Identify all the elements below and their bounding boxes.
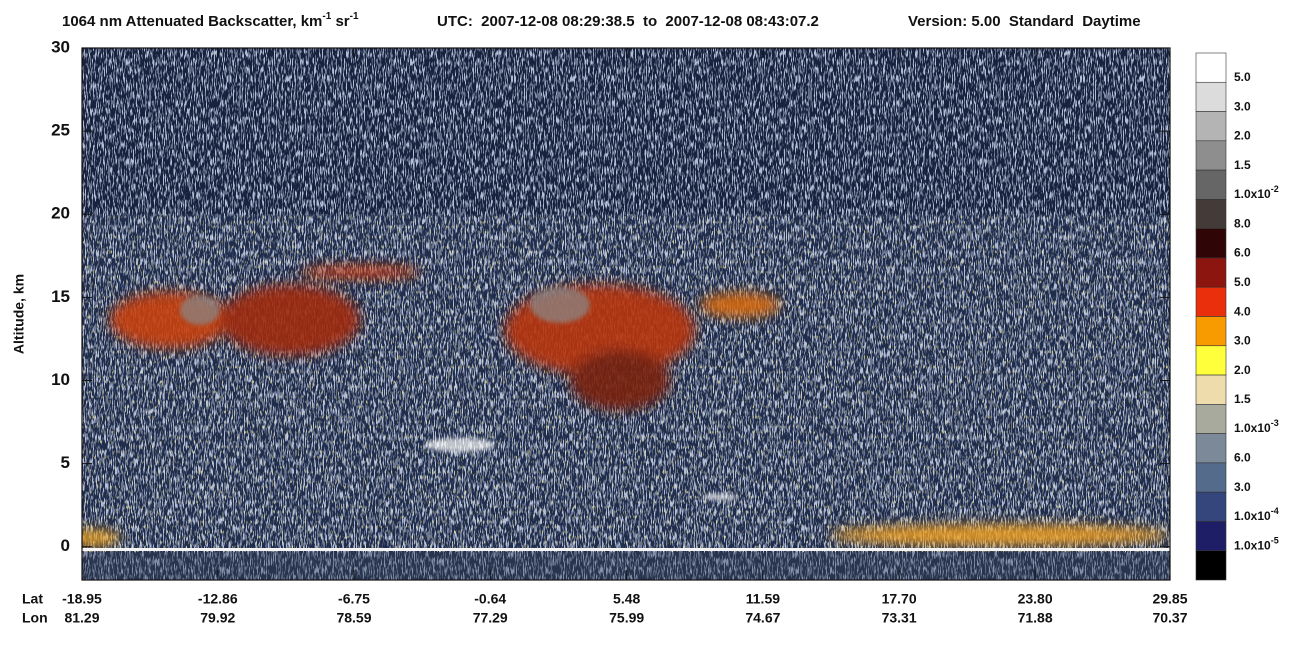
title-segment: -1 [350, 11, 359, 22]
colorbar-swatch [1195, 228, 1227, 259]
x-tick-label: -6.75 [338, 591, 370, 607]
y-axis-label: Altitude, km [11, 274, 27, 354]
x-tick-label: 23.80 [1018, 591, 1053, 607]
title-segment: -1 [322, 11, 331, 22]
plot-frame [81, 47, 1171, 581]
y-tick-label: 10 [51, 370, 70, 389]
colorbar-label-exp: -3 [1271, 419, 1279, 429]
title-segment: 1064 nm Attenuated Backscatter, km [62, 13, 322, 30]
y-tick-label: 25 [51, 121, 70, 140]
colorbar-label: 3.0 [1234, 99, 1251, 113]
colorbar-swatch [1195, 286, 1227, 317]
title-segment: sr [331, 13, 350, 30]
colorbar-label-base: 1.0x10 [1234, 421, 1271, 435]
colorbar-swatch [1195, 491, 1227, 522]
colorbar-swatch [1195, 52, 1227, 83]
x-row-label: Lon [22, 610, 48, 626]
colorbar-swatch [1195, 433, 1227, 464]
colorbar-label: 2.0 [1234, 129, 1251, 143]
colorbar-swatch [1195, 404, 1227, 434]
y-tick-label: 20 [51, 204, 70, 223]
y-tick-label: 15 [51, 287, 70, 306]
time-range: UTC: 2007-12-08 08:29:38.5 to 2007-12-08… [437, 13, 819, 30]
chart-title: 1064 nm Attenuated Backscatter, km-1 sr-… [62, 11, 359, 30]
colorbar-swatch [1195, 462, 1227, 493]
y-tick-label: 5 [61, 453, 70, 472]
lon-label: 75.99 [609, 610, 644, 626]
plot-image [82, 48, 1170, 580]
x-tick-label: 29.85 [1152, 591, 1187, 607]
colorbar-label-base: 1.0x10 [1234, 539, 1271, 553]
y-tick-label: 0 [61, 536, 70, 555]
colorbar-label-exp: -5 [1271, 536, 1279, 546]
lon-label: 81.29 [64, 610, 99, 626]
colorbar-swatch [1195, 81, 1227, 112]
colorbar-swatch [1195, 257, 1227, 288]
colorbar-label-exp: -4 [1271, 506, 1279, 516]
x-tick-label: 17.70 [882, 591, 917, 607]
colorbar-label: 3.0 [1234, 334, 1251, 348]
colorbar-swatch [1195, 199, 1227, 229]
colorbar-label: 5.0 [1234, 70, 1251, 84]
colorbar-swatch [1195, 521, 1227, 552]
colorbar-label: 5.0 [1234, 275, 1251, 289]
x-row-label: Lat [22, 591, 43, 607]
colorbar-label: 1.0x10-3 [1234, 419, 1279, 436]
colorbar-label-exp: -2 [1271, 184, 1279, 194]
colorbar-swatch [1195, 169, 1227, 200]
x-tick-label: 5.48 [613, 591, 640, 607]
lon-label: 73.31 [882, 610, 917, 626]
colorbar-label: 4.0 [1234, 304, 1251, 318]
x-tick-label: 11.59 [746, 591, 780, 607]
colorbar-label-base: 1.0x10 [1234, 509, 1271, 523]
colorbar-label: 1.0x10-5 [1234, 536, 1279, 553]
colorbar-label: 2.0 [1234, 363, 1251, 377]
colorbar-label: 1.0x10-4 [1234, 506, 1279, 523]
colorbar-label: 1.5 [1234, 392, 1251, 406]
colorbar-swatch [1195, 345, 1227, 376]
lon-label: 78.59 [336, 610, 371, 626]
colorbar-label-base: 1.0x10 [1234, 187, 1271, 201]
colorbar-swatch [1195, 316, 1227, 347]
lon-label: 79.92 [200, 610, 235, 626]
lon-label: 77.29 [473, 610, 508, 626]
x-tick-label: -12.86 [198, 591, 238, 607]
lon-label: 74.67 [745, 610, 780, 626]
lon-label: 70.37 [1152, 610, 1187, 626]
colorbar-label: 1.0x10-2 [1234, 184, 1279, 201]
version: Version: 5.00 Standard Daytime [908, 13, 1141, 30]
colorbar-swatch [1195, 374, 1227, 405]
x-tick-label: -18.95 [62, 591, 102, 607]
lon-label: 71.88 [1018, 610, 1053, 626]
colorbar-swatch [1195, 550, 1227, 581]
colorbar-swatch [1195, 111, 1227, 142]
colorbar-label: 1.5 [1234, 158, 1251, 172]
colorbar-label: 8.0 [1234, 216, 1251, 230]
y-tick-label: 30 [51, 37, 70, 56]
colorbar-label: 6.0 [1234, 451, 1251, 465]
x-tick-label: -0.64 [474, 591, 506, 607]
colorbar-label: 6.0 [1234, 246, 1251, 260]
colorbar-swatch [1195, 140, 1227, 171]
colorbar-label: 3.0 [1234, 480, 1251, 494]
